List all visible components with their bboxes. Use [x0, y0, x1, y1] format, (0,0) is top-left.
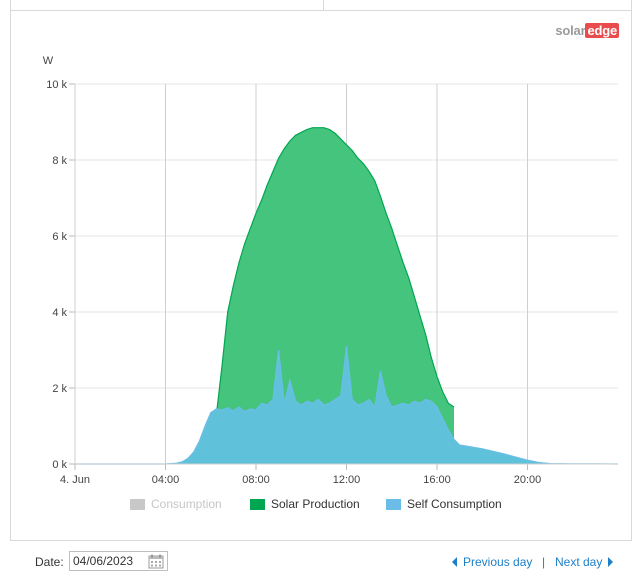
date-label: Date: [35, 555, 64, 569]
x-tick-label: 16:00 [423, 474, 451, 486]
previous-day-label: Previous day [463, 555, 533, 569]
date-navigation-bar: Date: Previous day | Next day [0, 546, 643, 576]
legend-item-self-consumption[interactable]: Self Consumption [386, 497, 502, 511]
y-axis-unit-label: W [43, 55, 54, 67]
series-line-self-consumption [75, 346, 619, 465]
x-tick-label: 04:00 [152, 474, 180, 486]
legend-label-consumption: Consumption [151, 497, 222, 511]
solaredge-logo: solar edge [555, 23, 619, 38]
legend-swatch-self-consumption [386, 498, 401, 510]
legend-label-self-consumption: Self Consumption [407, 497, 502, 511]
date-field[interactable] [69, 551, 168, 571]
series-line-solar-production [204, 127, 455, 465]
x-tick-label: 4. Jun [60, 474, 90, 486]
date-input[interactable] [70, 552, 143, 570]
chevron-right-icon [608, 557, 614, 567]
y-tick-label: 10 k [46, 79, 67, 91]
y-tick-label: 4 k [52, 307, 67, 319]
x-tick-label: 20:00 [514, 474, 542, 486]
next-day-label: Next day [555, 555, 603, 569]
next-day-link[interactable]: Next day [555, 555, 614, 569]
previous-day-link[interactable]: Previous day [452, 555, 532, 569]
nav-separator: | [542, 555, 546, 569]
top-panel-frame [10, 0, 632, 11]
series-area-solar-production [205, 127, 454, 464]
chart-panel: solar edge [10, 10, 632, 541]
power-chart: 0 k 2 k 4 k 6 k 8 k 10 k 4. Jun 04:00 08:00 12:00… [43, 55, 619, 486]
chevron-left-icon [452, 557, 457, 567]
legend-item-consumption[interactable]: Consumption [130, 497, 222, 511]
logo-text-solar: solar [555, 23, 586, 38]
x-tick-label: 12:00 [333, 474, 361, 486]
legend-item-solar-production[interactable]: Solar Production [250, 497, 360, 511]
top-panel-divider [323, 0, 324, 10]
x-tick-label: 08:00 [242, 474, 270, 486]
series-area-self-consumption [75, 346, 618, 464]
y-tick-label: 6 k [52, 231, 67, 243]
y-tick-label: 2 k [52, 383, 67, 395]
y-tick-label: 0 k [52, 459, 67, 471]
legend-swatch-solar-production [250, 498, 265, 510]
calendar-icon[interactable] [148, 554, 164, 569]
chart-legend: Consumption Solar Production Self Consum… [0, 497, 643, 517]
legend-swatch-consumption [130, 498, 145, 510]
y-tick-label: 8 k [52, 155, 67, 167]
legend-label-solar-production: Solar Production [271, 497, 360, 511]
logo-text-edge: edge [585, 23, 619, 38]
